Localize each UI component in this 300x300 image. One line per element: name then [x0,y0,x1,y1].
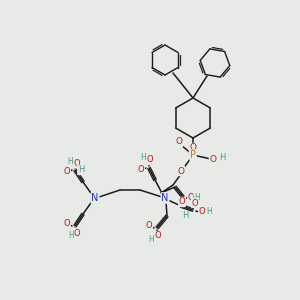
Text: H: H [219,154,225,163]
Text: H: H [140,152,146,161]
Text: O: O [179,197,185,206]
Text: O: O [192,199,198,208]
Text: O: O [155,232,161,241]
Text: O: O [190,143,196,152]
Text: H: H [194,194,200,202]
Text: H: H [148,236,154,244]
Text: O: O [147,155,153,164]
Text: H: H [67,157,73,166]
Text: P: P [190,150,196,160]
Text: H: H [68,232,74,241]
Text: O: O [64,220,70,229]
Text: O: O [74,229,80,238]
Text: O: O [199,208,205,217]
Text: O: O [188,194,194,202]
Text: O: O [74,158,80,167]
Text: H: H [206,208,212,217]
Text: O: O [178,167,184,176]
Text: O: O [146,221,152,230]
Text: O: O [209,154,217,164]
Text: O: O [176,137,182,146]
Text: H: H [182,212,188,220]
Text: H: H [78,166,84,175]
Text: O: O [64,167,70,176]
Text: N: N [91,193,99,203]
Text: N: N [161,193,169,203]
Text: O: O [138,166,144,175]
